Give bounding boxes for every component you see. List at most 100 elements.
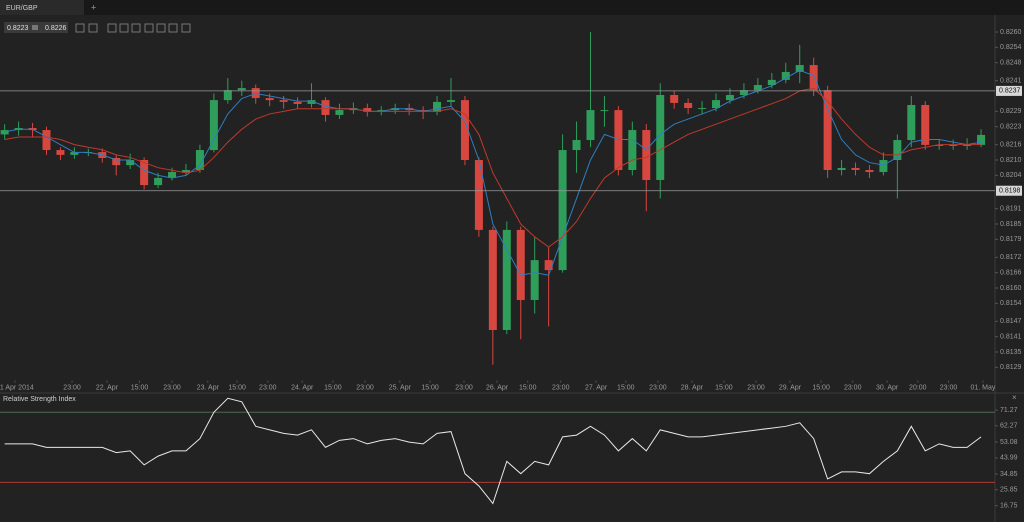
tool-icon[interactable] <box>156 23 166 33</box>
x-tick-label: 20:00 <box>909 384 927 391</box>
x-tick-label: 23:00 <box>747 384 765 391</box>
y-tick-label: 0.8223 <box>1000 124 1022 131</box>
x-tick-label: 23:00 <box>163 384 181 391</box>
x-tick-label: 15:00 <box>812 384 830 391</box>
candle-body <box>181 169 190 173</box>
candle-body <box>949 144 958 146</box>
candle-body <box>767 79 776 86</box>
tool-icon[interactable] <box>131 23 141 33</box>
candle-body <box>893 140 902 161</box>
y-tick-label: 0.8191 <box>1000 205 1022 212</box>
y-tick-label: 0.8260 <box>1000 29 1022 36</box>
tool-icon[interactable] <box>107 23 117 33</box>
tool-icon[interactable] <box>144 23 154 33</box>
x-tick-label: 15:00 <box>131 384 149 391</box>
x-tick-label: 23:00 <box>259 384 277 391</box>
x-tick-label: 23:00 <box>649 384 667 391</box>
candle-body <box>544 260 553 271</box>
candle-body <box>921 104 930 145</box>
swap-icon <box>32 25 38 30</box>
candle-body <box>725 94 734 101</box>
candle-body <box>781 71 790 80</box>
candle-body <box>112 157 121 166</box>
zoom-out[interactable] <box>88 23 98 33</box>
x-tick-label: 15:00 <box>228 384 246 391</box>
candle-body <box>572 140 581 151</box>
zoom-in[interactable] <box>75 23 85 33</box>
x-tick-label: 30. Apr <box>876 384 899 391</box>
candle-body <box>684 102 693 109</box>
x-tick-label: 15:00 <box>519 384 537 391</box>
candle-body <box>321 100 330 115</box>
x-tick-label: 15:00 <box>324 384 342 391</box>
y-tick-label: 43.99 <box>1000 455 1018 462</box>
candle-body <box>293 101 302 104</box>
candle-body <box>530 260 539 301</box>
price-label: 0.8237 <box>999 88 1021 95</box>
rsi-line <box>4 397 982 505</box>
x-tick-label: 21 Apr 2014 <box>0 384 34 391</box>
candle-body <box>447 100 456 102</box>
y-tick-label: 53.08 <box>1000 439 1018 446</box>
candle-body <box>739 90 748 95</box>
moving-average <box>4 69 982 276</box>
candle-body <box>879 160 888 173</box>
candle-body <box>586 110 595 141</box>
bid[interactable]: 0.8223 <box>7 25 29 32</box>
candle-body <box>851 167 860 170</box>
candle-body <box>502 229 511 330</box>
candle-body <box>433 101 442 112</box>
candle-body <box>670 94 679 103</box>
y-tick-label: 0.8248 <box>1000 60 1022 67</box>
y-tick-label: 0.8216 <box>1000 141 1022 148</box>
candle-body <box>363 108 372 112</box>
tool-icon[interactable] <box>168 23 178 33</box>
candle-body <box>56 150 65 155</box>
candle-body <box>168 172 177 178</box>
tool-icon[interactable] <box>119 23 129 33</box>
x-tick-label: 26. Apr <box>486 384 509 391</box>
tool-icon[interactable] <box>181 23 191 33</box>
candle-body <box>963 144 972 146</box>
ask[interactable]: 0.8226 <box>45 25 67 32</box>
y-tick-label: 0.8254 <box>1000 44 1022 51</box>
candle-body <box>195 150 204 170</box>
x-tick-label: 15:00 <box>421 384 439 391</box>
tab[interactable]: EUR/GBP <box>0 0 84 15</box>
y-tick-label: 0.8141 <box>1000 333 1022 340</box>
candle-body <box>154 177 163 186</box>
candle-body <box>126 160 135 166</box>
x-tick-label: 23:00 <box>844 384 862 391</box>
moving-average <box>4 87 982 248</box>
close-panel[interactable]: × <box>1012 393 1017 402</box>
add-tab[interactable]: + <box>91 2 96 12</box>
x-tick-label: 23:00 <box>455 384 473 391</box>
toolbar <box>75 23 191 33</box>
price-label: 0.8198 <box>999 188 1021 195</box>
y-tick-label: 0.8241 <box>1000 78 1022 85</box>
candle-body <box>279 100 288 102</box>
y-tick-label: 0.8147 <box>1000 318 1022 325</box>
y-tick-label: 0.8204 <box>1000 172 1022 179</box>
candle-body <box>209 100 218 151</box>
y-tick-label: 25.85 <box>1000 487 1018 494</box>
x-tick-label: 15:00 <box>715 384 733 391</box>
y-tick-label: 0.8129 <box>1000 364 1022 371</box>
x-tick-label: 29. Apr <box>779 384 802 391</box>
candle-body <box>935 144 944 146</box>
candle-body <box>335 110 344 115</box>
candle-body <box>70 152 79 155</box>
candle-body <box>656 94 665 180</box>
y-tick-label: 0.8135 <box>1000 349 1022 356</box>
candle-body <box>753 85 762 91</box>
tab-bar <box>0 0 1024 15</box>
tab-background[interactable] <box>0 0 84 15</box>
y-tick-label: 0.8229 <box>1000 108 1022 115</box>
candle-body <box>460 100 469 161</box>
x-tick-label: 28. Apr <box>681 384 704 391</box>
x-tick-label: 01. May <box>970 384 995 391</box>
candle-body <box>698 108 707 110</box>
candle-body <box>977 134 986 145</box>
tab-label[interactable]: EUR/GBP <box>6 5 38 12</box>
